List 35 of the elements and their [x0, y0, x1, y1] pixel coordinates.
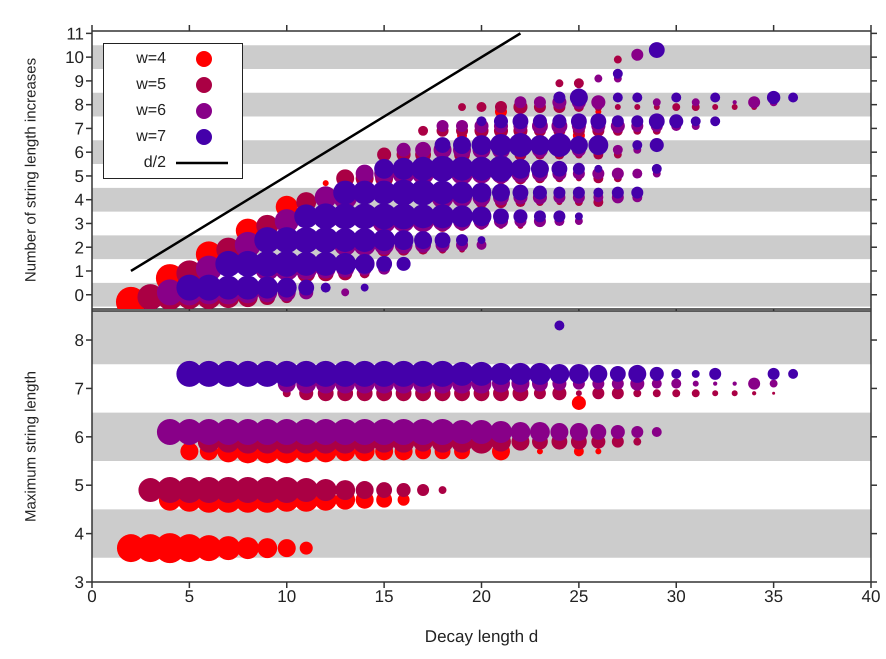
legend-label: w=5	[135, 76, 166, 94]
x-tick-label: 0	[87, 587, 97, 606]
y-tick-label: 6	[74, 428, 84, 447]
x-tick-label: 35	[764, 587, 784, 606]
y-tick-label: 5	[74, 476, 84, 496]
y-tick-label: 4	[74, 190, 84, 210]
x-tick-label: 15	[374, 587, 394, 606]
y-tick-label: 6	[74, 143, 84, 162]
y-tick-label: 8	[74, 96, 84, 115]
x-axis-title: Decay length d	[424, 627, 538, 646]
legend-label: d/2	[142, 154, 166, 172]
x-tick-label: 20	[472, 587, 491, 606]
x-tick-label: 5	[184, 587, 194, 606]
y-tick-label: 2	[74, 238, 84, 258]
legend-label: w=6	[135, 102, 166, 120]
y-tick-label: 4	[74, 524, 84, 544]
y-tick-label: 5	[74, 166, 84, 186]
legend-label: w=4	[135, 50, 166, 68]
x-tick-label: 40	[862, 587, 880, 606]
y-tick-label: 10	[65, 48, 84, 68]
x-tick-label: 25	[569, 587, 588, 606]
x-tick-label: 30	[666, 587, 686, 606]
y-tick-label: 3	[74, 214, 84, 234]
y-tick-label: 7	[74, 379, 84, 398]
x-tick-label: 10	[277, 587, 296, 606]
legend-label: w=7	[135, 128, 166, 146]
y-tick-label: 3	[74, 573, 84, 592]
y-tick-label: 7	[74, 119, 84, 138]
y-axis-title: Maximum string length	[22, 371, 40, 522]
y-tick-label: 11	[66, 24, 84, 44]
y-axis-title: Number of string length increases	[22, 58, 40, 282]
y-tick-label: 9	[74, 72, 84, 91]
y-tick-label: 0	[74, 286, 84, 305]
y-tick-label: 1	[74, 262, 84, 282]
y-tick-label: 8	[74, 331, 84, 350]
